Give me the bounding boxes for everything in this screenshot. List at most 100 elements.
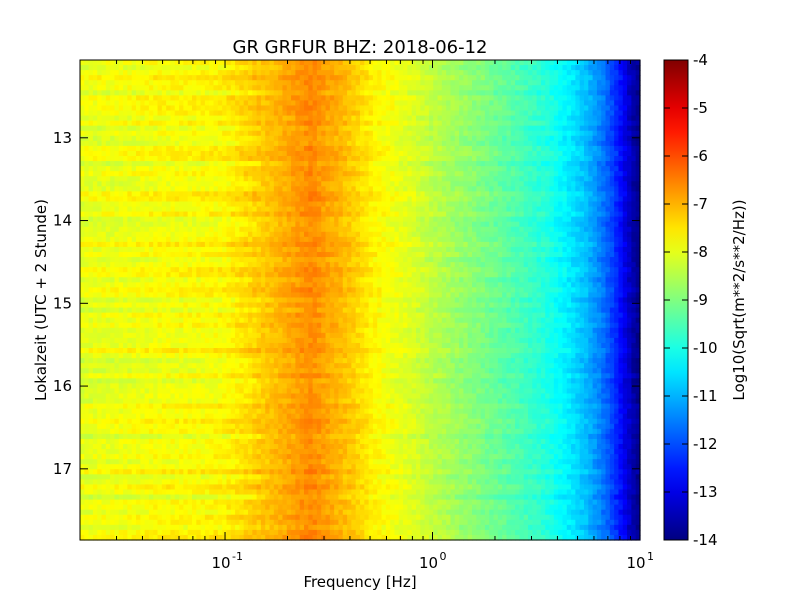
heatmap-cell <box>123 444 128 450</box>
heatmap-cell <box>239 368 245 374</box>
heatmap-cell <box>148 221 154 228</box>
heatmap-cell <box>110 216 116 223</box>
heatmap-cell <box>166 171 172 177</box>
heatmap-cell <box>148 130 154 137</box>
heatmap-cell <box>213 449 219 455</box>
heatmap-cell <box>105 166 111 172</box>
heatmap-cell <box>192 504 197 511</box>
heatmap-cell <box>286 418 292 425</box>
heatmap-cell <box>265 80 271 86</box>
heatmap-cell <box>304 302 309 309</box>
heatmap-cell <box>235 130 240 137</box>
heatmap-cell <box>80 181 85 187</box>
heatmap-cell <box>144 125 150 132</box>
heatmap-cell <box>187 297 193 304</box>
heatmap-cell <box>222 120 228 127</box>
heatmap-cell <box>92 342 98 349</box>
heatmap-cell <box>217 176 223 182</box>
heatmap-cell <box>105 474 111 480</box>
heatmap-cell <box>161 226 167 233</box>
heatmap-cell <box>235 327 240 334</box>
heatmap-cell <box>105 186 111 192</box>
heatmap-cell <box>153 504 159 511</box>
heatmap-cell <box>101 373 107 379</box>
heatmap-cell <box>200 504 206 511</box>
heatmap-cell <box>144 534 150 541</box>
heatmap-cell <box>278 479 284 486</box>
heatmap-cell <box>80 186 85 192</box>
heatmap-cell <box>209 459 215 465</box>
heatmap-cell <box>131 433 137 440</box>
heatmap-cell <box>282 327 288 334</box>
heatmap-cell <box>114 216 120 223</box>
heatmap-cell <box>291 221 296 228</box>
heatmap-cell <box>260 65 266 71</box>
heatmap-cell <box>299 267 305 273</box>
heatmap-cell <box>256 206 262 213</box>
heatmap-cell <box>239 418 245 425</box>
heatmap-cell <box>183 100 189 107</box>
heatmap-cell <box>170 307 176 314</box>
heatmap-cell <box>92 252 98 258</box>
heatmap-cell <box>140 85 146 91</box>
heatmap-cell <box>166 504 172 511</box>
heatmap-cell <box>118 327 124 334</box>
heatmap-cell <box>235 509 240 516</box>
heatmap-cell <box>200 181 206 187</box>
heatmap-cell <box>273 474 279 480</box>
heatmap-cell <box>105 201 111 208</box>
heatmap-cell <box>222 499 228 506</box>
heatmap-cell <box>170 449 176 455</box>
heatmap-cell <box>161 489 167 496</box>
heatmap-cell <box>213 317 219 324</box>
heatmap-cell <box>144 110 150 117</box>
heatmap-cell <box>256 257 262 263</box>
heatmap-cell <box>304 70 309 76</box>
heatmap-cell <box>269 524 275 531</box>
heatmap-cell <box>101 423 107 430</box>
heatmap-cell <box>248 449 253 455</box>
heatmap-cell <box>295 135 301 142</box>
heatmap-cell <box>84 206 90 213</box>
heatmap-cell <box>248 201 253 208</box>
heatmap-cell <box>179 327 184 334</box>
heatmap-cell <box>131 135 137 142</box>
heatmap-cell <box>269 428 275 435</box>
heatmap-cell <box>192 393 197 400</box>
heatmap-cell <box>92 166 98 172</box>
heatmap-cell <box>118 181 124 187</box>
heatmap-cell <box>239 388 245 395</box>
heatmap-cell <box>248 236 253 243</box>
heatmap-cell <box>166 388 172 395</box>
heatmap-cell <box>84 509 90 516</box>
heatmap-cell <box>136 423 141 430</box>
heatmap-cell <box>273 449 279 455</box>
heatmap-cell <box>243 156 249 162</box>
heatmap-cell <box>217 150 223 157</box>
heatmap-cell <box>217 120 223 127</box>
heatmap-cell <box>192 110 197 117</box>
heatmap-cell <box>295 287 301 294</box>
heatmap-cell <box>230 312 236 319</box>
heatmap-cell <box>252 322 258 329</box>
heatmap-cell <box>204 337 210 344</box>
heatmap-cell <box>148 454 154 460</box>
heatmap-cell <box>97 176 103 182</box>
heatmap-cell <box>217 438 223 445</box>
heatmap-cell <box>273 418 279 425</box>
heatmap-cell <box>243 115 249 122</box>
heatmap-cell <box>230 100 236 107</box>
heatmap-cell <box>243 75 249 81</box>
heatmap-cell <box>226 307 232 314</box>
heatmap-cell <box>209 287 215 294</box>
heatmap-cell <box>114 80 120 86</box>
heatmap-cell <box>192 140 197 147</box>
heatmap-cell <box>278 499 284 506</box>
heatmap-cell <box>170 464 176 470</box>
heatmap-cell <box>114 413 120 420</box>
heatmap-cell <box>278 145 284 152</box>
heatmap-cell <box>286 368 292 374</box>
heatmap-cell <box>97 216 103 223</box>
heatmap-cell <box>248 408 253 415</box>
heatmap-cell <box>299 65 305 71</box>
